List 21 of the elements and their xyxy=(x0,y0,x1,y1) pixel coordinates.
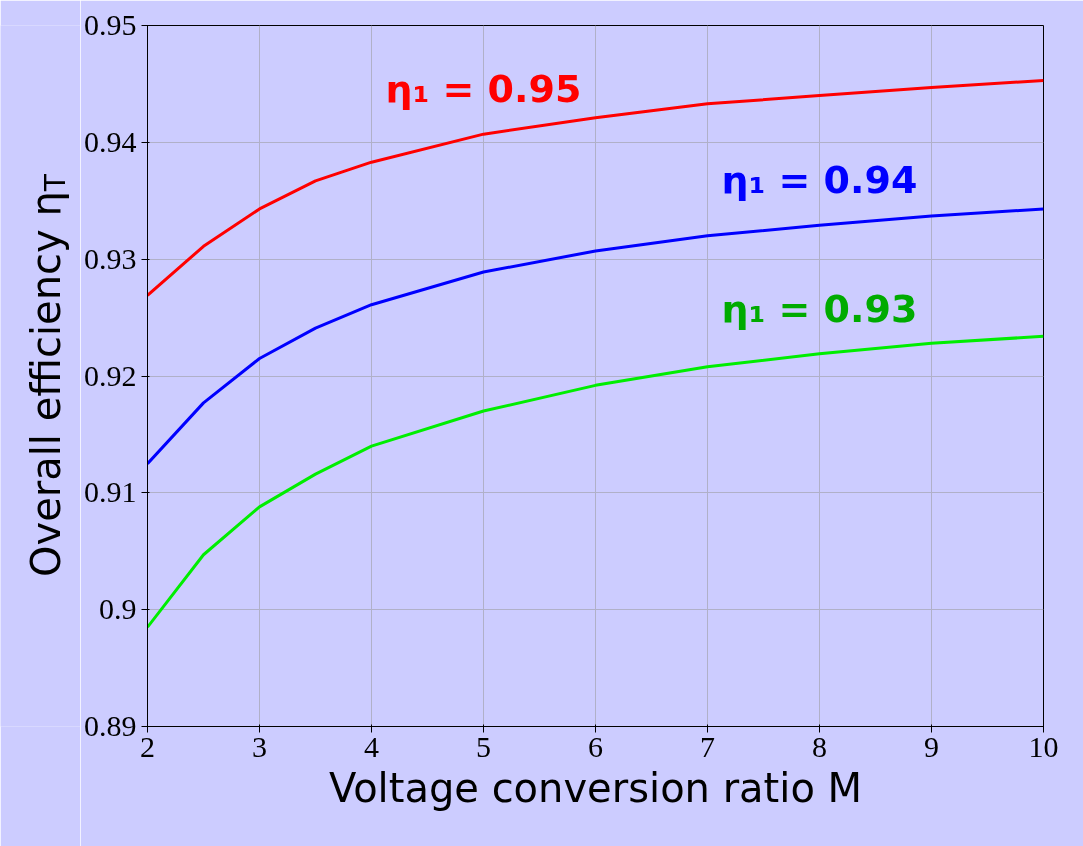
x-axis-title: Voltage conversion ratio M xyxy=(328,764,863,811)
y-tick-label: 0.91 xyxy=(84,475,137,509)
x-tick-label: 2 xyxy=(140,729,155,763)
x-tick-label: 7 xyxy=(700,729,715,763)
series-label: η₁ = 0.93 xyxy=(721,286,918,331)
y-tick-label: 0.95 xyxy=(84,8,137,41)
x-tick-label: 3 xyxy=(252,729,267,763)
y-axis-title: Overall efficiency ηT xyxy=(22,173,72,577)
series-label: η₁ = 0.95 xyxy=(385,67,582,112)
y-tick-label: 0.94 xyxy=(84,124,137,158)
x-tick-label: 6 xyxy=(588,729,603,763)
x-tick-label: 9 xyxy=(924,729,939,763)
x-tick-label: 8 xyxy=(812,729,827,763)
y-tick-label: 0.93 xyxy=(84,241,137,275)
x-tick-label: 5 xyxy=(476,729,491,763)
series-label: η₁ = 0.94 xyxy=(721,158,918,203)
y-tick-label: 0.92 xyxy=(84,358,137,392)
y-tick-label: 0.89 xyxy=(84,709,137,742)
x-tick-label: 4 xyxy=(364,729,379,763)
y-tick-label: 0.9 xyxy=(99,592,137,626)
x-tick-label: 10 xyxy=(1028,729,1059,763)
